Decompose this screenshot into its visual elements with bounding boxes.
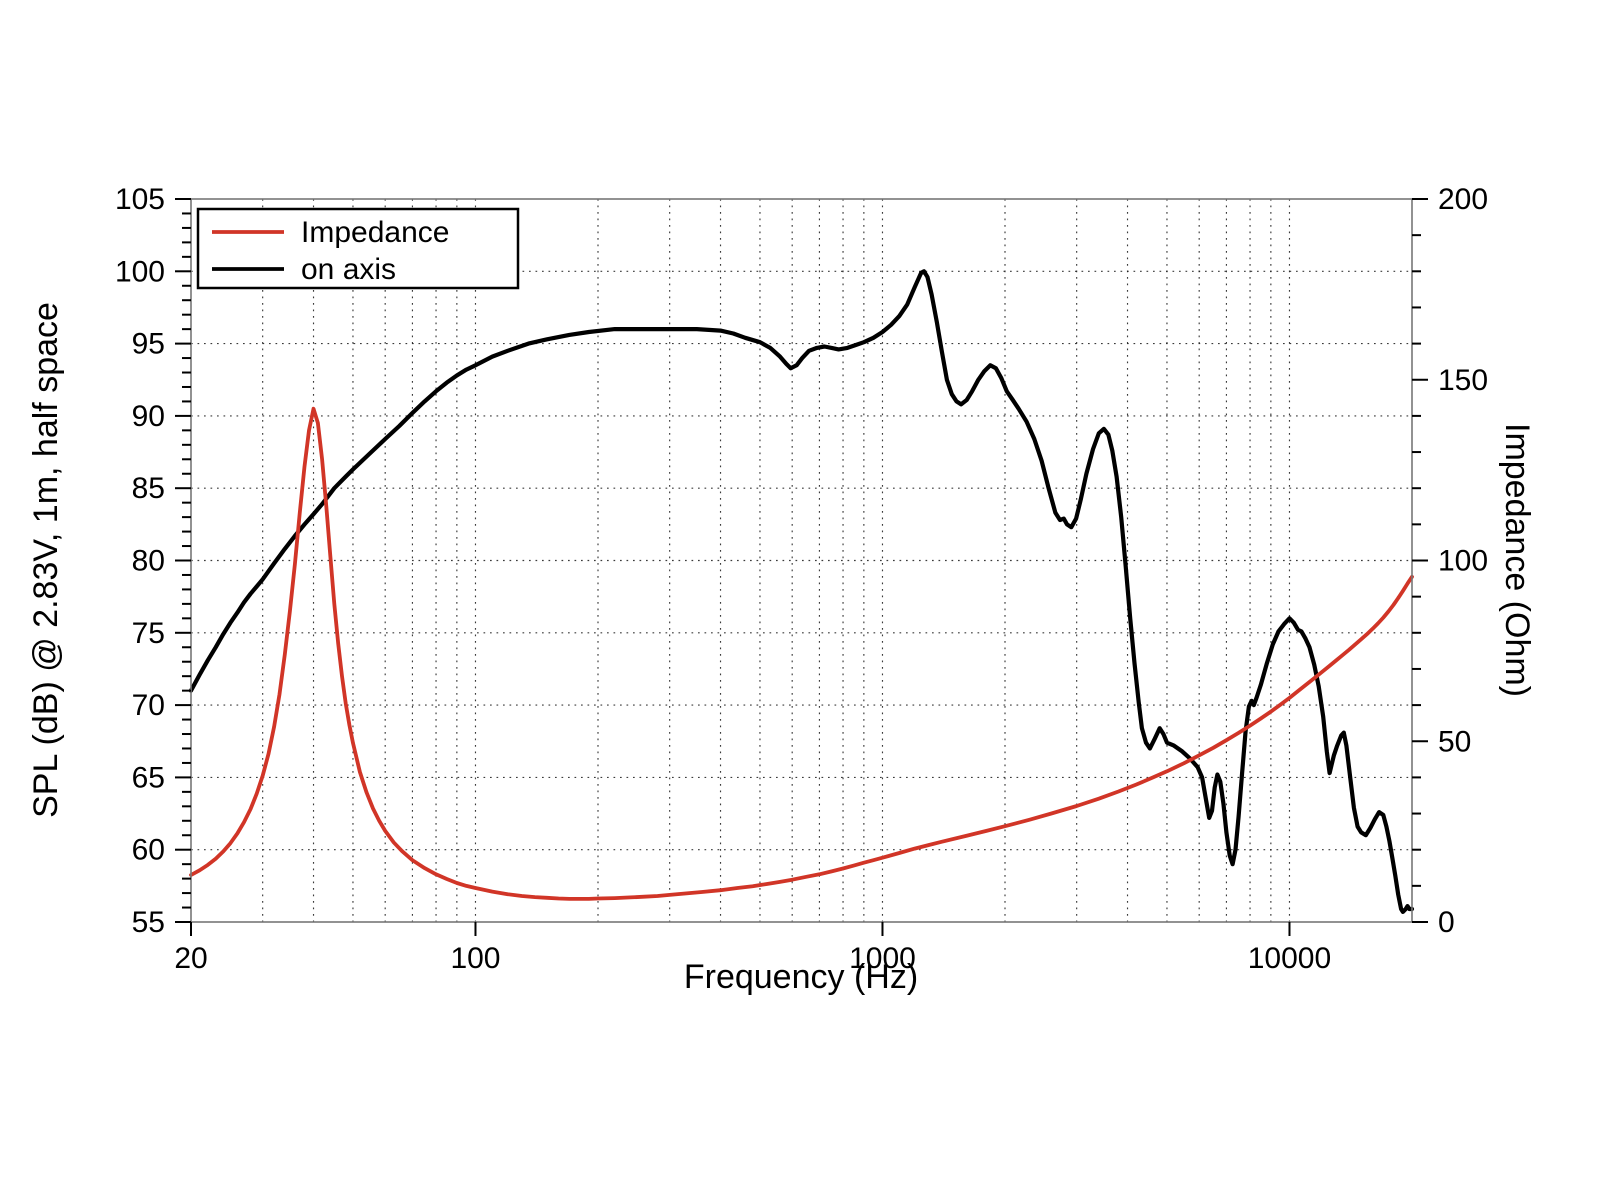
legend-onaxis-label: on axis xyxy=(301,253,396,286)
y-right-axis-title: Impedance (Ohm) xyxy=(1498,423,1536,697)
legend-impedance-label: Impedance xyxy=(301,216,449,249)
curve-on-axis xyxy=(188,269,1415,915)
y-left-tick-label: 70 xyxy=(132,689,165,722)
y-left-tick-label: 100 xyxy=(115,255,165,288)
axis-ticks xyxy=(175,198,1428,936)
x-tick-label: 20 xyxy=(174,942,207,975)
y-right-tick-label: 200 xyxy=(1438,183,1488,216)
y-left-tick-label: 90 xyxy=(132,400,165,433)
curve-impedance xyxy=(189,406,1414,901)
y-left-tick-label: 85 xyxy=(132,472,165,505)
legend: Impedance on axis xyxy=(196,207,520,290)
axis-tick-labels: 20 100 1000 10000 55 60 65 70 75 80 85 90 95 100 105 0 5… xyxy=(115,183,1488,975)
x-tick-label: 1000 xyxy=(849,942,916,975)
x-axis-title: Frequency (Hz) xyxy=(684,958,918,996)
y-left-tick-label: 60 xyxy=(132,834,165,867)
y-left-tick-label: 80 xyxy=(132,545,165,578)
y-right-tick-label: 150 xyxy=(1438,364,1488,397)
y-left-tick-label: 95 xyxy=(132,328,165,361)
y-left-tick-label: 55 xyxy=(132,906,165,939)
y-left-tick-label: 65 xyxy=(132,761,165,794)
curves xyxy=(188,269,1415,915)
y-right-tick-label: 0 xyxy=(1438,906,1455,939)
legend-box xyxy=(196,207,520,290)
x-tick-label: 100 xyxy=(450,942,500,975)
y-left-axis-title: SPL (dB) @ 2.83V, 1m, half space xyxy=(27,302,65,818)
y-right-tick-label: 50 xyxy=(1438,725,1471,758)
x-tick-label: 10000 xyxy=(1248,942,1331,975)
y-right-tick-label: 100 xyxy=(1438,545,1488,578)
y-left-tick-label: 75 xyxy=(132,617,165,650)
y-left-tick-label: 105 xyxy=(115,183,165,216)
